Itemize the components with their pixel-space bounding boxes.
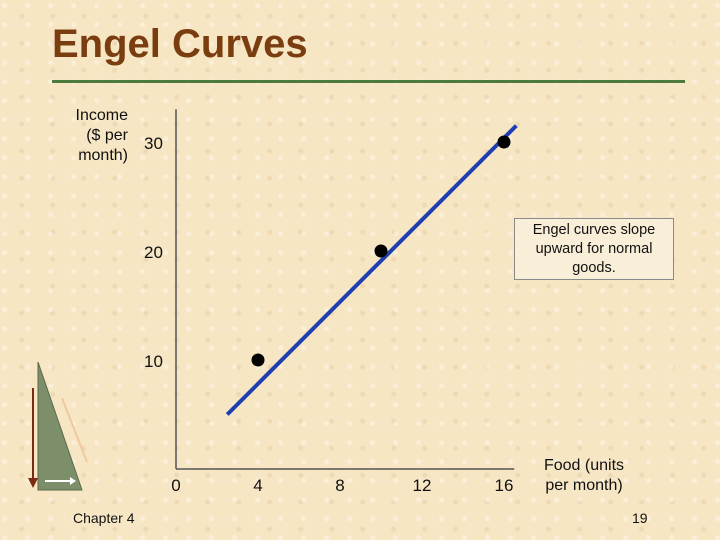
x-tick-label: 16 xyxy=(495,476,514,495)
data-point xyxy=(251,353,265,367)
x-tick-labels: 0 4 8 12 16 xyxy=(171,476,513,495)
y-tick-labels: 10 20 30 xyxy=(144,134,163,371)
y-axis-title-line: ($ per xyxy=(86,127,128,144)
data-points xyxy=(251,135,511,367)
x-tick-label: 12 xyxy=(413,476,432,495)
y-axis-title-line: Income xyxy=(76,107,129,124)
data-point xyxy=(497,135,511,149)
y-tick-label: 20 xyxy=(144,243,163,262)
slide-title: Engel Curves xyxy=(52,22,308,66)
x-axis-title: Food (units per month) xyxy=(544,457,624,494)
y-tick-label: 10 xyxy=(144,352,163,371)
callout-text: Engel curves slope upward for normal goo… xyxy=(532,221,656,276)
nav-triangle-icon[interactable] xyxy=(28,361,88,491)
x-tick-label: 4 xyxy=(253,476,262,495)
data-point xyxy=(374,244,388,258)
engel-curve-series xyxy=(225,124,518,416)
y-tick-label: 30 xyxy=(144,134,163,153)
x-tick-label: 0 xyxy=(171,476,180,495)
engel-curve-line xyxy=(225,124,518,416)
x-axis-title-line: per month) xyxy=(545,477,622,494)
footer-page-number: 19 xyxy=(632,510,648,526)
axes xyxy=(175,109,515,470)
callout-box: Engel curves slope upward for normal goo… xyxy=(514,218,674,280)
title-divider xyxy=(52,80,685,83)
y-axis-title: Income ($ per month) xyxy=(76,107,129,164)
x-tick-label: 8 xyxy=(335,476,344,495)
y-axis-title-line: month) xyxy=(78,147,128,164)
x-axis-title-line: Food (units xyxy=(544,457,624,474)
footer-chapter: Chapter 4 xyxy=(73,510,135,526)
